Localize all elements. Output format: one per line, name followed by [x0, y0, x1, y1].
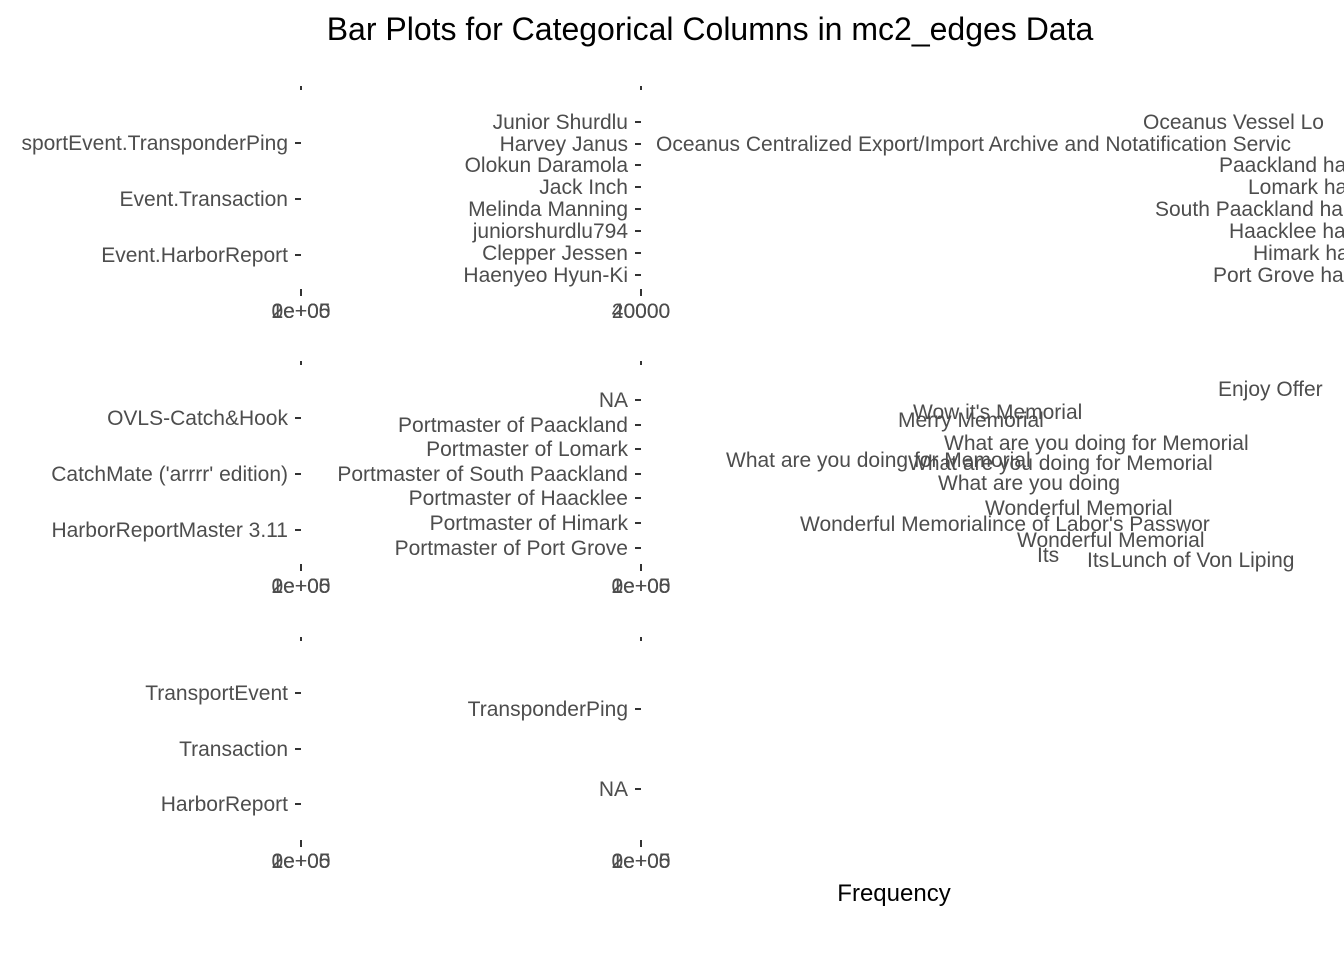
y-tick-label: Port Grove ha	[1213, 264, 1344, 287]
x-tick-label: 1e+05	[272, 575, 331, 598]
x-tick-label: 1e+05	[612, 575, 671, 598]
x-tick-label: 2e+05	[272, 300, 331, 323]
x-tick-label: 1e+05	[612, 850, 671, 873]
x-tick-label: 1e+05	[272, 300, 331, 323]
y-tick-label: HarborReport	[161, 793, 288, 816]
x-tick-label: 0	[635, 300, 647, 323]
y-tick-label: Portmaster of Paackland	[398, 414, 628, 437]
y-tick-label: Event.HarborReport	[101, 244, 288, 267]
y-tick-label: Haenyeo Hyun-Ki	[463, 264, 628, 287]
chart-title: Bar Plots for Categorical Columns in mc2…	[327, 11, 1094, 47]
x-tick-label: 0e+00	[612, 850, 671, 873]
y-tick-label: What are you doing for Memorial	[908, 452, 1213, 475]
y-tick-label: South Paackland ha	[1155, 198, 1343, 221]
y-tick-label: Harvey Janus	[500, 133, 628, 156]
y-tick-label: HarborReportMaster 3.11	[51, 519, 288, 542]
y-tick-label: What are you doing for Memorial	[944, 432, 1249, 455]
x-tick-label: 20000	[612, 300, 670, 323]
y-tick-label: Jack Inch	[539, 176, 628, 199]
x-tick-label: 0e+00	[272, 300, 331, 323]
y-tick-label: Clepper Jessen	[482, 242, 628, 265]
y-tick-label: Portmaster of Haacklee	[409, 487, 628, 510]
y-tick-label: Olokun Daramola	[465, 154, 629, 177]
y-tick-label: What are you doing for Memorial	[726, 449, 1031, 472]
y-tick-label: Junior Shurdlu	[493, 111, 628, 134]
x-tick-label: 0e+00	[612, 575, 671, 598]
y-tick-label: Paackland ha	[1219, 154, 1344, 177]
y-tick-label: sportEvent.TransponderPing	[21, 132, 288, 155]
x-tick-label: 0e+00	[272, 575, 331, 598]
x-tick-label: 2e+05	[272, 575, 331, 598]
panels-group: Event.HarborReport Event.Transaction sport…	[21, 86, 1344, 873]
y-tick-label: Oceanus Centralized Export/Import Archiv…	[656, 133, 1291, 156]
y-tick-label: What are you doing	[938, 472, 1120, 495]
y-tick-label: Portmaster of Himark	[430, 512, 629, 535]
y-tick-label: Transaction	[179, 738, 288, 761]
y-tick-label: Lomark ha	[1248, 176, 1344, 199]
y-tick-label: Haacklee ha	[1229, 220, 1344, 243]
y-tick-label: juniorshurdlu794	[472, 220, 629, 243]
y-tick-label: OVLS-Catch&Hook	[107, 407, 288, 430]
x-tick-label: 0e+00	[272, 850, 331, 873]
x-tick-label: 2e+05	[612, 850, 671, 873]
y-tick-label: Lunch of Von Liping	[1110, 549, 1295, 572]
x-axis-label: Frequency	[837, 880, 950, 907]
y-tick-label: Wonderful Memorial	[985, 497, 1173, 520]
y-tick-label: Enjoy Offer	[1218, 378, 1323, 401]
y-tick-label: Portmaster of Port Grove	[395, 537, 628, 560]
y-tick-label: Merry Memorial	[898, 409, 1044, 432]
x-tick-label: 40000	[612, 300, 670, 323]
x-tick-label: 2e+05	[272, 850, 331, 873]
y-tick-label: Wonderful Memorialince of Labor's Passwo…	[800, 513, 1210, 536]
y-tick-label: Wow it's Memorial	[913, 401, 1082, 424]
y-tick-label: CatchMate ('arrrr' edition)	[51, 463, 288, 486]
y-tick-label: Portmaster of South Paackland	[337, 463, 628, 486]
y-tick-label: Its	[1087, 549, 1109, 572]
y-tick-label: Melinda Manning	[468, 198, 628, 221]
y-tick-label: NA	[599, 389, 628, 412]
y-tick-label: Portmaster of Lomark	[426, 438, 628, 461]
y-tick-label: Wonderful Memorial	[1017, 529, 1205, 552]
y-tick-label: Its	[1037, 544, 1059, 567]
y-tick-label: NA	[599, 778, 628, 801]
y-tick-label: Oceanus Vessel Lo	[1143, 111, 1324, 134]
y-tick-label: TransportEvent	[145, 682, 288, 705]
x-tick-label: 2e+05	[612, 575, 671, 598]
x-tick-label: 1e+05	[272, 850, 331, 873]
y-tick-label: TransponderPing	[468, 698, 628, 721]
y-tick-label: Himark ha	[1253, 242, 1344, 265]
y-tick-label: Event.Transaction	[120, 188, 288, 211]
